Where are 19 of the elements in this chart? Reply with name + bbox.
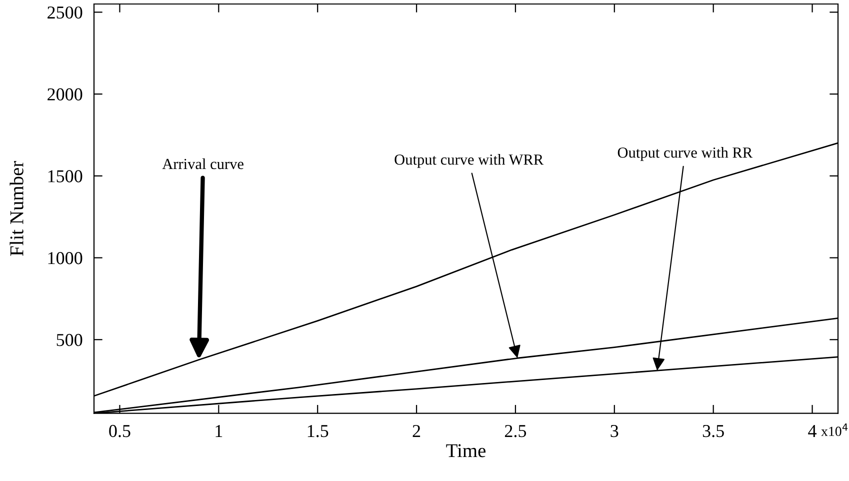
x-tick-label: 3 xyxy=(610,424,618,438)
y-tick-label: 1500 xyxy=(48,170,82,182)
y-tick-label: 500 xyxy=(56,334,82,346)
x-tick-label: 3.5 xyxy=(702,424,724,438)
x-axis-title: Time xyxy=(446,444,486,458)
annotation: Output curve with RR xyxy=(618,146,753,161)
annotation: Arrival curve xyxy=(162,158,244,170)
y-tick-label: 2000 xyxy=(48,88,82,100)
y-axis-title: Flit Number xyxy=(10,161,24,256)
x-tick-label: 4 xyxy=(808,425,817,437)
x-tick-label: 2 xyxy=(412,424,420,437)
text: x10$^{4}$ xyxy=(821,424,848,436)
x-tick-label: 2.5 xyxy=(504,424,526,438)
annotation: Output curve with WRR xyxy=(394,154,544,168)
x-tick-label: 1 xyxy=(216,425,222,437)
y-tick-label: 2500 xyxy=(48,6,82,19)
x-tick-label: 1.5 xyxy=(308,425,328,438)
y-tick-label: 1000 xyxy=(48,252,82,264)
x-tick-label: 0.5 xyxy=(109,424,130,438)
